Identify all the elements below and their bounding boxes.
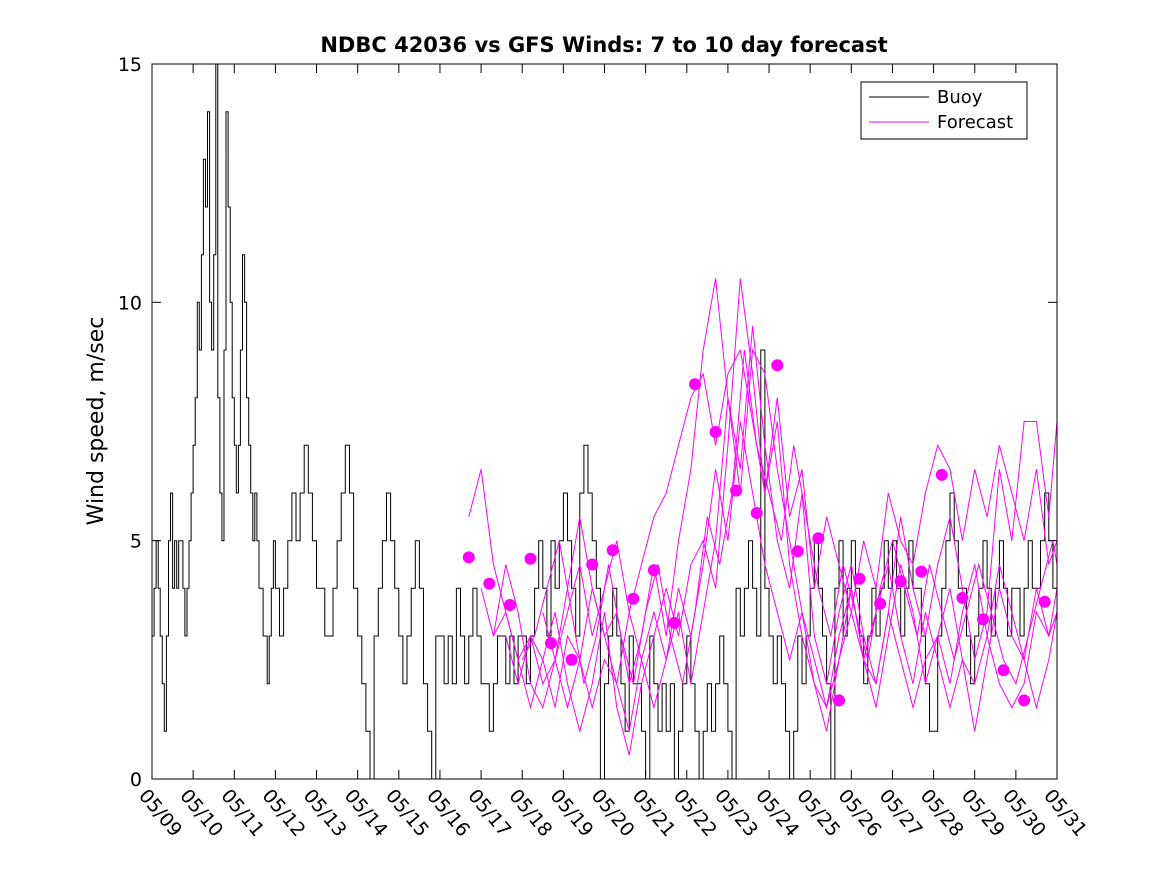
forecast-series-line-3: [492, 278, 1058, 756]
x-tick-label: 05/28: [916, 785, 968, 841]
series-layer: [152, 63, 1058, 780]
x-tick-label: 05/19: [546, 785, 598, 841]
forecast-marker-point: [833, 694, 845, 707]
x-tick-label: 05/12: [258, 785, 310, 841]
x-tick-label: 05/30: [998, 785, 1050, 841]
forecast-marker-point: [791, 545, 804, 558]
forecast-marker-point: [771, 359, 784, 372]
x-tick-label: 05/27: [875, 785, 927, 841]
y-tick-label: 15: [118, 54, 142, 76]
y-axis-label: Wind speed, m/sec: [84, 317, 109, 526]
marker-layer: [462, 359, 1051, 707]
forecast-marker-point: [545, 637, 557, 650]
forecast-marker-point: [812, 532, 825, 545]
y-tick-label: 10: [118, 292, 142, 314]
forecast-marker-point: [668, 616, 681, 629]
x-tick-label: 05/17: [463, 785, 515, 841]
x-tick-label: 05/14: [340, 785, 392, 841]
plot-background: [152, 64, 1057, 779]
x-tick-label: 05/20: [587, 785, 639, 841]
forecast-series-line-4: [505, 348, 1058, 710]
forecast-marker-point: [853, 572, 866, 585]
x-tick-label: 05/18: [504, 785, 556, 841]
forecast-marker-point: [689, 378, 701, 391]
x-tick-label: 05/23: [710, 785, 762, 841]
x-tick-label: 05/16: [422, 785, 474, 841]
legend-label-buoy: Buoy: [937, 87, 983, 108]
forecast-marker-point: [956, 591, 969, 604]
x-tick-label: 05/24: [751, 785, 803, 841]
x-tick-label: 05/26: [833, 785, 885, 841]
y-tick-label: 0: [130, 769, 142, 791]
legend-label-forecast: Forecast: [937, 112, 1013, 133]
legend: Buoy Forecast: [860, 81, 1028, 140]
forecast-marker-point: [565, 653, 578, 666]
forecast-marker-point: [709, 426, 722, 438]
forecast-marker-point: [524, 552, 537, 565]
buoy-series-line: [152, 63, 1058, 780]
x-tick-label: 05/10: [175, 785, 227, 841]
forecast-marker-point: [647, 564, 660, 577]
forecast-marker-point: [874, 597, 887, 610]
forecast-marker-point: [997, 664, 1010, 677]
x-tick-label: 05/13: [299, 785, 351, 841]
forecast-marker-point: [586, 558, 599, 571]
legend-box: [860, 81, 1028, 140]
x-tick-label: 05/21: [628, 785, 680, 841]
x-tick-label: 05/25: [792, 785, 844, 841]
forecast-marker-point: [503, 599, 516, 611]
forecast-marker-point: [627, 592, 640, 605]
x-tick-label: 05/15: [381, 785, 433, 841]
forecast-marker-point: [1038, 595, 1051, 608]
x-tick-label: 05/29: [957, 785, 1009, 841]
forecast-marker-point: [977, 613, 989, 626]
forecast-series-line-6: [542, 421, 1058, 732]
forecast-marker-point: [483, 577, 496, 590]
forecast-marker-point: [730, 484, 743, 497]
forecast-marker-point: [915, 565, 928, 578]
x-tick-label: 05/11: [216, 785, 268, 841]
forecast-marker-point: [935, 468, 948, 481]
forecast-series-line-5: [521, 349, 1058, 686]
x-tick-label: 05/09: [134, 785, 186, 841]
y-tick-label: 5: [130, 531, 142, 553]
forecast-marker-point: [462, 551, 475, 564]
forecast-marker-point: [894, 575, 907, 588]
chart-title: NDBC 42036 vs GFS Winds: 7 to 10 day for…: [320, 33, 887, 57]
x-tick-label: 05/22: [669, 785, 721, 841]
forecast-marker-point: [1018, 694, 1031, 707]
x-tick-label: 05/31: [1039, 785, 1091, 841]
forecast-marker-point: [606, 544, 619, 557]
forecast-marker-point: [750, 507, 763, 519]
